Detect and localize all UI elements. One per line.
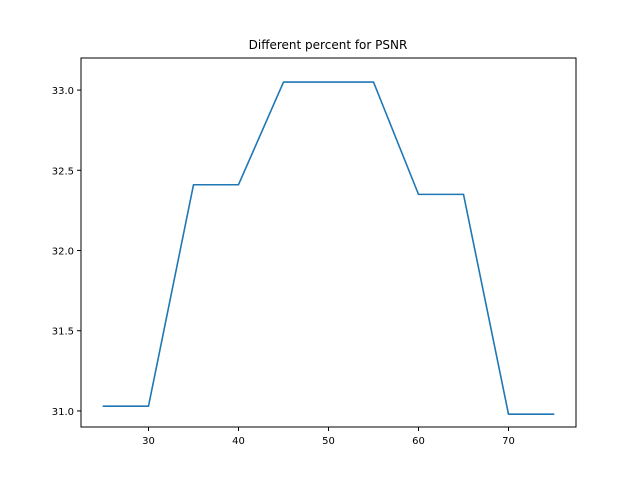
y-tick-label: 32.0 — [52, 247, 74, 258]
x-tick-label: 50 — [322, 436, 335, 447]
y-tick-label: 31.5 — [52, 327, 74, 338]
series-line-0 — [102, 81, 555, 415]
chart-title: Different percent for PSNR — [249, 38, 408, 52]
x-tick-label: 70 — [502, 436, 515, 447]
plot-area: 30 40 50 60 70 31.0 31.5 32.0 32.5 33.0 — [52, 57, 577, 447]
x-tick-label: 60 — [412, 436, 425, 447]
x-tick-label: 30 — [142, 436, 155, 447]
y-tick-label: 31.0 — [52, 407, 74, 418]
y-tick-label: 33.0 — [52, 86, 74, 97]
x-tick-label: 40 — [232, 436, 245, 447]
y-tick-label: 32.5 — [52, 166, 74, 177]
